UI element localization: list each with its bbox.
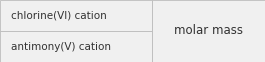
Bar — [152, 0, 265, 62]
Text: antimony(V) cation: antimony(V) cation — [11, 41, 111, 52]
Bar — [0, 31, 152, 62]
Bar — [0, 0, 152, 31]
Text: molar mass: molar mass — [174, 24, 243, 38]
Text: chlorine(VI) cation: chlorine(VI) cation — [11, 10, 106, 21]
